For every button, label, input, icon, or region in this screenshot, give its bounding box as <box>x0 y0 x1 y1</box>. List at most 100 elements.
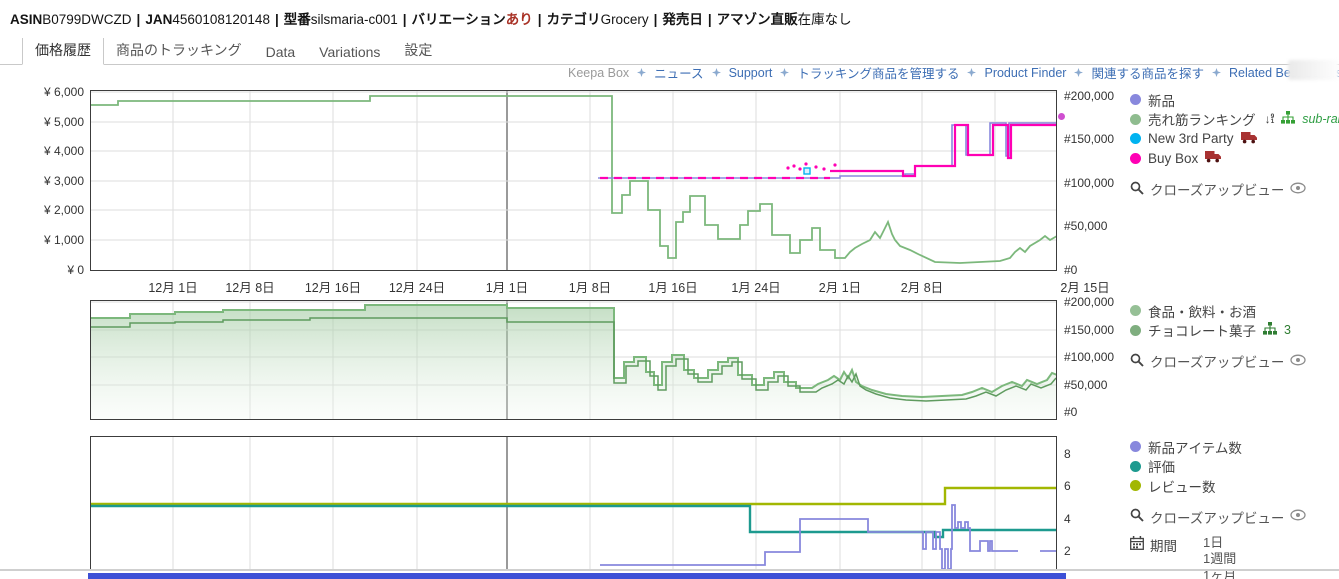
x-axis-date-label: 12月 8日 <box>225 281 275 295</box>
legend-item-食品・飲料・お酒[interactable]: 食品・飲料・お酒 <box>1130 301 1306 321</box>
extra-data-chart[interactable] <box>90 436 1057 571</box>
truck-icon <box>1240 131 1257 144</box>
legend-item-Buy Box[interactable]: Buy Box <box>1130 149 1339 169</box>
period-option-1週間[interactable]: 1週間 <box>1203 551 1244 567</box>
period-option-1日[interactable]: 1日 <box>1203 535 1244 551</box>
closeup-view-button[interactable]: クローズアップビュー <box>1130 179 1339 199</box>
nav-separator <box>967 66 977 80</box>
keepa-links-bar: Keepa Box ニュース Support トラッキング商品を管理する Product… <box>568 64 1339 82</box>
closeup-view-label: クローズアップビュー <box>1150 510 1285 526</box>
legend-item-label: Buy Box <box>1148 150 1199 166</box>
calendar-icon-wrap <box>1130 536 1144 553</box>
y-axis-label: ¥ 4,000 <box>43 144 84 158</box>
x-axis-date-label: 2月 1日 <box>818 281 862 295</box>
x-axis-date-label: 1月 16日 <box>648 281 698 295</box>
legend-item-label: 売れ筋ランキング <box>1148 113 1256 129</box>
magnifier-icon <box>1130 353 1144 367</box>
right-axis-label: #50,000 <box>1064 378 1108 392</box>
legend-item-New 3rd Party[interactable]: New 3rd Party <box>1130 129 1339 149</box>
nav-link-1: Keepa Box <box>568 65 630 80</box>
sitemap-icon-wrap <box>1263 322 1277 338</box>
period-label-wrap: 期間 <box>1130 535 1177 555</box>
x-axis-date-label: 12月 24日 <box>388 281 446 295</box>
right-axis-label: #0 <box>1064 405 1078 419</box>
magnifier-icon-wrap <box>1130 181 1144 198</box>
sitemap-icon-wrap <box>1281 111 1296 127</box>
closeup-view-label: クローズアップビュー <box>1150 183 1285 198</box>
closeup-view-button[interactable]: クローズアップビュー <box>1130 351 1306 371</box>
nav-separator-icon <box>637 67 647 77</box>
period-selector: 期間 1日1週間1ヶ月3か月 <box>1130 535 1306 579</box>
eye-icon-wrap <box>1290 509 1306 524</box>
sales-rank-chart[interactable] <box>90 300 1057 420</box>
field-value: 4560108120148 <box>172 12 270 27</box>
legend-item-新品[interactable]: 新品 <box>1130 90 1339 110</box>
legend-item-label: 食品・飲料・お酒 <box>1148 304 1256 320</box>
nav-separator <box>711 66 721 80</box>
nav-link-4[interactable]: トラッキング商品を管理する <box>797 67 960 81</box>
field-label: 発売日 <box>662 12 703 27</box>
period-option-label: 1ヶ月 <box>1203 567 1237 579</box>
field-separator: | <box>707 12 712 27</box>
field-separator: | <box>537 12 542 27</box>
closeup-view-label: クローズアップビュー <box>1150 355 1285 370</box>
truck-icon-wrap <box>1205 150 1222 166</box>
nav-link-6[interactable]: 関連する商品を探す <box>1091 67 1204 81</box>
legend-item-売れ筋ランキング[interactable]: 売れ筋ランキング ↓91 sub-ran <box>1130 110 1339 130</box>
legend-item-新品アイテム数[interactable]: 新品アイテム数 <box>1130 437 1306 457</box>
legend-item-label: チョコレート菓子 <box>1148 324 1256 340</box>
legend-item-label: 新品 <box>1148 93 1175 109</box>
field-value: Grocery <box>600 12 649 27</box>
tab-設定[interactable]: 設定 <box>404 42 433 58</box>
legend-item-label: 新品アイテム数 <box>1148 440 1242 456</box>
field-value: 在庫なし <box>797 12 852 27</box>
legend-item-label: 評価 <box>1148 460 1175 476</box>
nav-separator-icon <box>711 67 721 77</box>
closeup-view-button[interactable]: クローズアップビュー <box>1130 507 1306 527</box>
tab-Variations[interactable]: Variations <box>319 44 381 60</box>
magnifier-icon-wrap <box>1130 353 1144 370</box>
legend-item-チョコレート菓子[interactable]: チョコレート菓子 3 <box>1130 321 1306 341</box>
blurred-region <box>1288 60 1339 80</box>
nav-link-2[interactable]: ニュース <box>654 67 704 81</box>
legend-color-dot <box>1130 113 1141 125</box>
nav-separator <box>1074 66 1084 80</box>
y-axis-label: ¥ 5,000 <box>43 115 84 129</box>
legend-item-評価[interactable]: 評価 <box>1130 457 1306 477</box>
x-axis-date-label: 2月 8日 <box>900 281 944 295</box>
x-axis-date-label: 12月 1日 <box>148 281 198 295</box>
price-history-chart[interactable] <box>90 90 1057 271</box>
right-axis-label: #150,000 <box>1064 323 1115 337</box>
legend-suffix-text: sub-ran <box>1302 112 1339 127</box>
legend-item-レビュー数[interactable]: レビュー数 <box>1130 476 1306 496</box>
eye-icon <box>1290 182 1306 193</box>
right-axis-label: #100,000 <box>1064 176 1115 190</box>
tab-Data[interactable]: Data <box>265 44 296 60</box>
period-options: 1日1週間1ヶ月3か月 <box>1203 535 1244 579</box>
right-axis-label: #150,000 <box>1064 132 1115 146</box>
nav-link-5[interactable]: Product Finder <box>984 65 1067 80</box>
period-option-1ヶ月[interactable]: 1ヶ月 <box>1203 568 1244 579</box>
x-axis-date-label: 1月 8日 <box>568 281 612 295</box>
tab-商品のトラッキング[interactable]: 商品のトラッキング <box>116 42 242 58</box>
y-axis-label: ¥ 3,000 <box>43 174 84 188</box>
nav-separator-icon <box>967 67 977 77</box>
nav-separator-icon <box>1074 67 1084 77</box>
eye-icon-wrap <box>1290 354 1306 369</box>
legend-color-dot <box>1130 305 1141 317</box>
tab-価格履歴[interactable]: 価格履歴 <box>22 38 104 65</box>
nav-separator-icon <box>1211 67 1221 77</box>
legend-suffix-text: 3 <box>1284 323 1291 338</box>
magnifier-icon <box>1130 181 1144 195</box>
x-axis-date-label: 1月 1日 <box>485 281 529 295</box>
x-axis-date-label: 12月 16日 <box>304 281 362 295</box>
field-separator: | <box>653 12 658 27</box>
right-axis-label: 4 <box>1064 512 1071 526</box>
field-separator: | <box>274 12 279 27</box>
right-axis-label: 6 <box>1064 479 1071 493</box>
nav-link-3[interactable]: Support <box>728 65 773 80</box>
truck-icon <box>1205 151 1222 163</box>
field-value: あり <box>505 12 533 27</box>
numeric-sort-icon: ↓ 9 1 <box>1264 112 1275 127</box>
